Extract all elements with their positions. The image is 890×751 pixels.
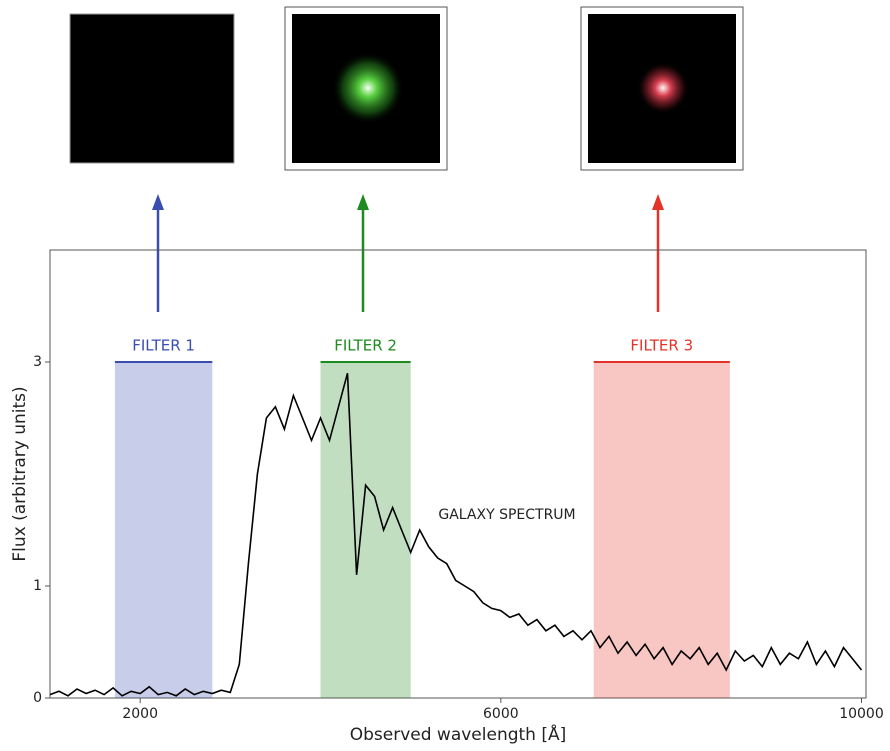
image-filter-1 [70, 14, 234, 163]
galaxy-glow [637, 62, 689, 114]
filter-images [70, 7, 743, 170]
arrow-head [357, 194, 369, 210]
arrow-head [152, 194, 164, 210]
y-tick-label: 3 [33, 354, 42, 370]
arrows [152, 194, 664, 312]
x-tick-label: 6000 [483, 706, 519, 722]
x-tick-label: 10000 [839, 706, 884, 722]
spectrum-annotation: GALAXY SPECTRUM [438, 507, 575, 523]
y-tick-label: 0 [33, 690, 42, 706]
filter-label: FILTER 1 [132, 337, 195, 355]
filter-band [320, 362, 410, 698]
x-axis-label: Observed wavelength [Å] [350, 723, 567, 745]
filter-label: FILTER 2 [334, 337, 397, 355]
y-tick-label: 1 [33, 578, 42, 594]
x-tick-label: 2000 [122, 706, 158, 722]
filter-label: FILTER 3 [630, 337, 693, 355]
y-axis-label: Flux (arbitrary units) [10, 386, 30, 561]
figure: Observed wavelength [Å] Flux (arbitrary … [0, 0, 890, 747]
filter-band [115, 362, 212, 698]
arrow-head [652, 194, 664, 210]
galaxy-glow [332, 52, 404, 124]
